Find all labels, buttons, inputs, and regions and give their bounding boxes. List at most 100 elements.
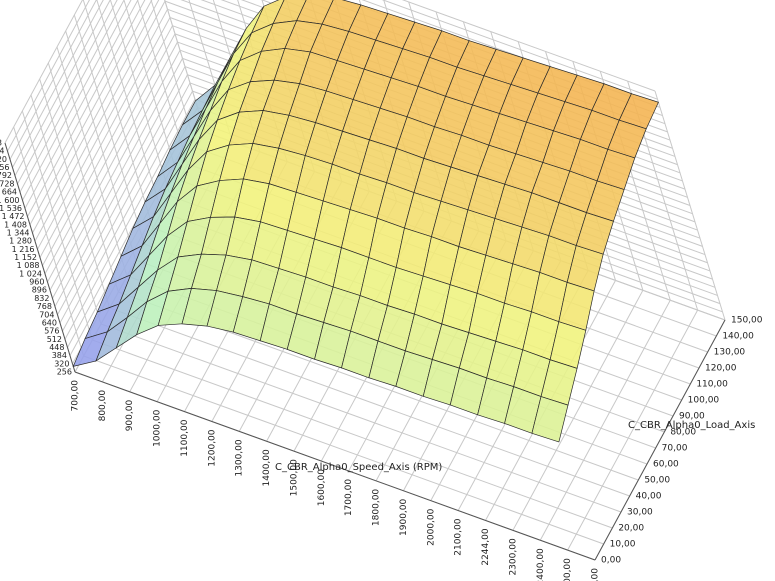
back-wall-grid-line	[381, 0, 658, 100]
y-tick-label: 20,00	[618, 524, 644, 534]
side-wall-grid-line	[9, 0, 97, 160]
x-tick-label: 1300,00	[235, 439, 245, 476]
z-tick-label: 896	[32, 286, 47, 295]
x-axis-title: C_CBR_Alpha0_Speed_Axis (RPM)	[275, 462, 442, 473]
floor-grid-line	[109, 307, 630, 497]
side-wall-grid-line	[39, 17, 171, 258]
side-wall-grid-line	[17, 0, 118, 185]
side-wall-grid-line	[62, 90, 193, 332]
z-tick-label: 1 216	[12, 245, 35, 254]
z-tick-label: 2 048	[0, 139, 2, 148]
floor-grid-line	[512, 290, 644, 531]
z-tick-label: 256	[57, 368, 72, 377]
side-wall-grid-line	[34, 0, 166, 242]
side-wall-grid-line	[52, 58, 183, 299]
y-tick-label: 30,00	[627, 508, 653, 518]
x-tick-label: 2400,00	[536, 548, 546, 581]
side-wall-grid-line	[64, 99, 196, 340]
z-tick-label: 640	[42, 318, 57, 327]
side-wall-grid-line	[42, 25, 173, 266]
z-tick-label: 704	[39, 310, 54, 319]
x-tick-label: 1600,00	[317, 469, 327, 506]
x-tick-label: 900,00	[125, 400, 135, 432]
y-tick-label: 70,00	[662, 444, 688, 454]
floor-grid-line	[539, 299, 671, 541]
side-wall-grid-line	[29, 0, 153, 226]
side-wall-grid-line	[44, 33, 176, 275]
z-tick-label: 512	[47, 335, 62, 344]
y-tick-label: 90,00	[679, 412, 705, 422]
z-axis-line	[4, 142, 76, 373]
z-tick-label: 1 472	[2, 212, 25, 221]
z-tick-label: 1 728	[0, 179, 15, 188]
y-tick-label: 110,00	[696, 380, 728, 390]
x-tick-label: 1700,00	[344, 479, 354, 516]
side-wall-grid-line	[54, 66, 186, 307]
floor-grid-line	[100, 323, 622, 513]
side-wall-grid-line	[59, 82, 191, 324]
y-tick-label: 140,00	[722, 332, 754, 342]
surface-cell	[531, 396, 569, 443]
side-wall-grid-line	[12, 0, 104, 168]
side-wall-grid-line	[57, 74, 188, 315]
x-tick-label: 2900,00	[591, 568, 601, 581]
side-wall-grid-line	[37, 9, 168, 250]
z-tick-label: 1 984	[0, 147, 5, 156]
labels: 700,00 800,00 900,00 1000,00 1100,00 1200,00 1…	[0, 139, 763, 581]
side-wall-grid-line	[32, 0, 160, 234]
z-tick-label: 832	[34, 294, 49, 303]
x-tick-label: 2244,00	[481, 528, 491, 565]
back-wall-grid-line	[401, 0, 656, 92]
side-wall-grid-line	[49, 49, 181, 291]
y-tick-label: 120,00	[705, 364, 737, 374]
x-tick-label: 2500,00	[563, 558, 573, 581]
y-tick-label: 40,00	[636, 492, 662, 502]
x-tick-label: 2300,00	[508, 538, 518, 575]
y-tick-label: 80,00	[670, 428, 696, 438]
z-tick-label: 1 280	[9, 237, 32, 246]
x-tick-label: 1400,00	[262, 449, 272, 486]
y-tick-label: 10,00	[610, 540, 636, 550]
surface	[72, 0, 659, 443]
z-tick-label: 1 344	[7, 228, 30, 237]
x-tick-label: 2100,00	[454, 518, 464, 555]
floor-grid-line	[83, 355, 604, 545]
x-tick-label: 1100,00	[180, 419, 190, 456]
z-tick-label: 960	[29, 278, 44, 287]
z-tick-label: 1 024	[19, 269, 42, 278]
z-tick-label: 1 088	[17, 261, 40, 270]
side-wall-grid-line	[47, 41, 178, 283]
x-tick-label: 1200,00	[207, 429, 217, 466]
x-tick-label: 700,00	[71, 380, 81, 412]
z-tick-label: 1 920	[0, 155, 7, 164]
y-tick-label: 100,00	[688, 396, 720, 406]
z-tick-label: 768	[37, 302, 52, 311]
z-tick-label: 384	[52, 351, 67, 360]
z-tick-label: 1 408	[4, 220, 27, 229]
x-tick-label: 2000,00	[426, 508, 436, 545]
floor-grid-line	[567, 309, 699, 551]
side-wall-grid-line	[14, 0, 111, 176]
x-tick-label: 1000,00	[153, 409, 163, 446]
z-tick-label: 448	[49, 343, 64, 352]
y-axis-line	[594, 319, 726, 561]
z-tick-label: 320	[54, 359, 69, 368]
side-wall-grid-line	[27, 0, 146, 217]
x-tick-label: 800,00	[98, 390, 108, 422]
y-tick-label: 0,00	[601, 556, 621, 566]
z-tick-label: 1 536	[0, 204, 22, 213]
y-tick-label: 50,00	[644, 476, 670, 486]
side-wall-grid-line	[7, 0, 90, 152]
z-tick-label: 1 856	[0, 163, 10, 172]
x-tick-label: 1800,00	[372, 489, 382, 526]
y-tick-label: 150,00	[731, 316, 763, 326]
z-tick-label: 576	[44, 327, 59, 336]
y-tick-label: 130,00	[714, 348, 746, 358]
z-tick-label: 1 664	[0, 188, 17, 197]
z-tick-label: 1 600	[0, 196, 20, 205]
side-wall-grid-line	[4, 0, 84, 144]
side-wall-grid-line	[24, 0, 139, 209]
x-tick-label: 1900,00	[399, 498, 409, 535]
